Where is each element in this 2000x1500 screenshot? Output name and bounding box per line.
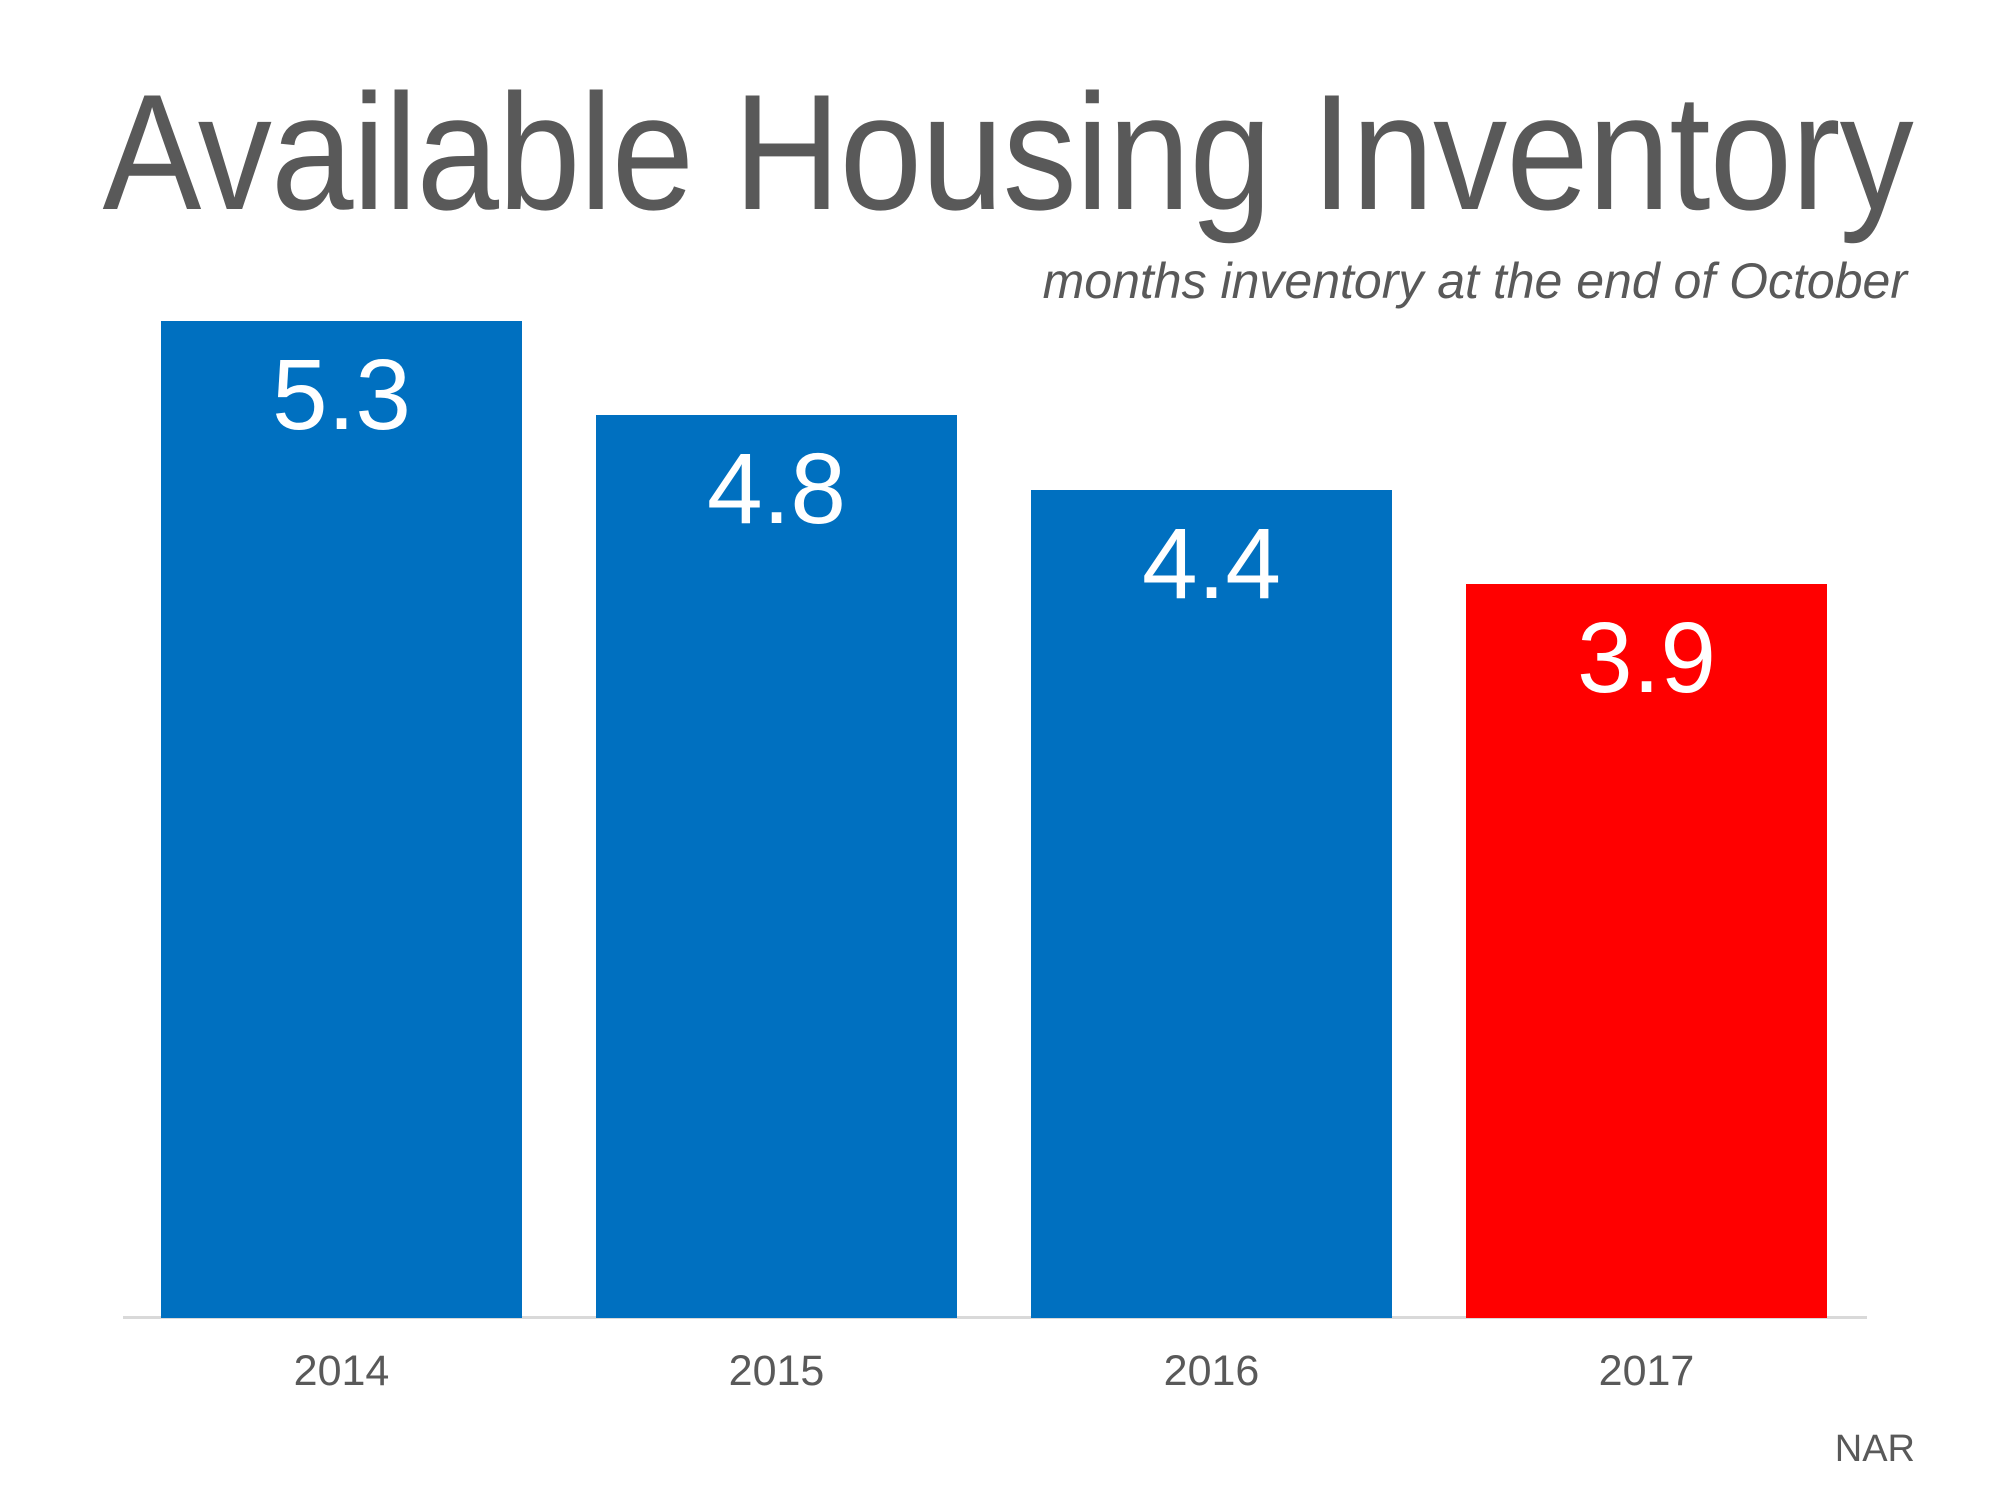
x-axis-label: 2014	[293, 1347, 390, 1395]
x-axis-line	[123, 1316, 1867, 1319]
bar-value-label: 4.4	[1141, 508, 1281, 620]
bar-value-label: 5.3	[271, 339, 411, 451]
bar-2017: 3.9	[1466, 584, 1827, 1318]
x-axis-label: 2016	[1163, 1347, 1260, 1395]
chart-title-wrap: Available Housing Inventory	[0, 70, 2000, 235]
x-axis-label: 2017	[1598, 1347, 1695, 1395]
x-axis-label: 2015	[728, 1347, 825, 1395]
source-attribution: NAR	[1834, 1428, 1915, 1470]
bar-value-label: 4.8	[706, 433, 846, 545]
bar-2016: 4.4	[1031, 490, 1392, 1318]
bar-value-label: 3.9	[1576, 602, 1716, 714]
chart-subtitle: months inventory at the end of October	[1042, 253, 1907, 309]
bar-2015: 4.8	[596, 415, 957, 1318]
chart-title: Available Housing Inventory	[102, 60, 1914, 244]
bar-2014: 5.3	[161, 321, 522, 1318]
